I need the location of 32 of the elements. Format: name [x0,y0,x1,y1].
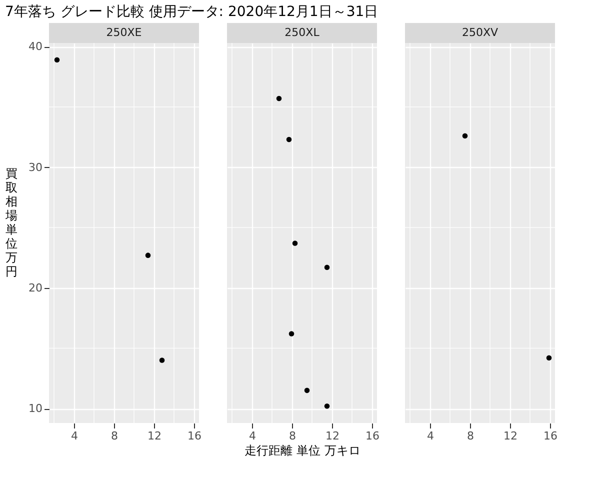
chart-subtitle: 250XE [106,26,142,39]
point [288,331,294,336]
point [145,252,151,258]
point [324,403,330,409]
y-tick-label: 10 [28,402,42,416]
x-tick-label: 12 [326,430,340,442]
x-tick-label: 12 [504,430,518,442]
point [276,96,282,102]
point [324,264,330,270]
x-tick-label: 8 [467,430,474,442]
y-tick-label: 40 [28,40,42,54]
y-tick-label: 20 [28,281,42,294]
chart-subtitle: 250XV [462,26,498,39]
x-tick-label: 16 [188,430,202,442]
x-tick-label: 8 [111,430,118,442]
point [54,57,60,63]
x-tick-label: 8 [289,430,296,442]
x-tick-label: 16 [366,430,380,442]
x-tick-label: 4 [427,430,434,442]
y-tick-label: 30 [28,160,42,174]
x-tick-label: 12 [148,430,162,442]
chart-title: 7年落ち グレード比較 使用データ: 2020年12月1日～31日 [5,4,378,20]
x-axis-title: 走行距離 単位 万キロ [244,444,360,458]
y-axis-title: 買取相場単位万円 [4,166,18,278]
point [286,136,292,142]
x-tick-label: 4 [249,430,256,442]
point [304,388,310,394]
x-tick-label: 16 [544,430,558,442]
chart-subtitle: 250XL [284,26,320,39]
point [159,358,165,363]
point [292,240,298,246]
x-tick-label: 4 [71,430,78,442]
